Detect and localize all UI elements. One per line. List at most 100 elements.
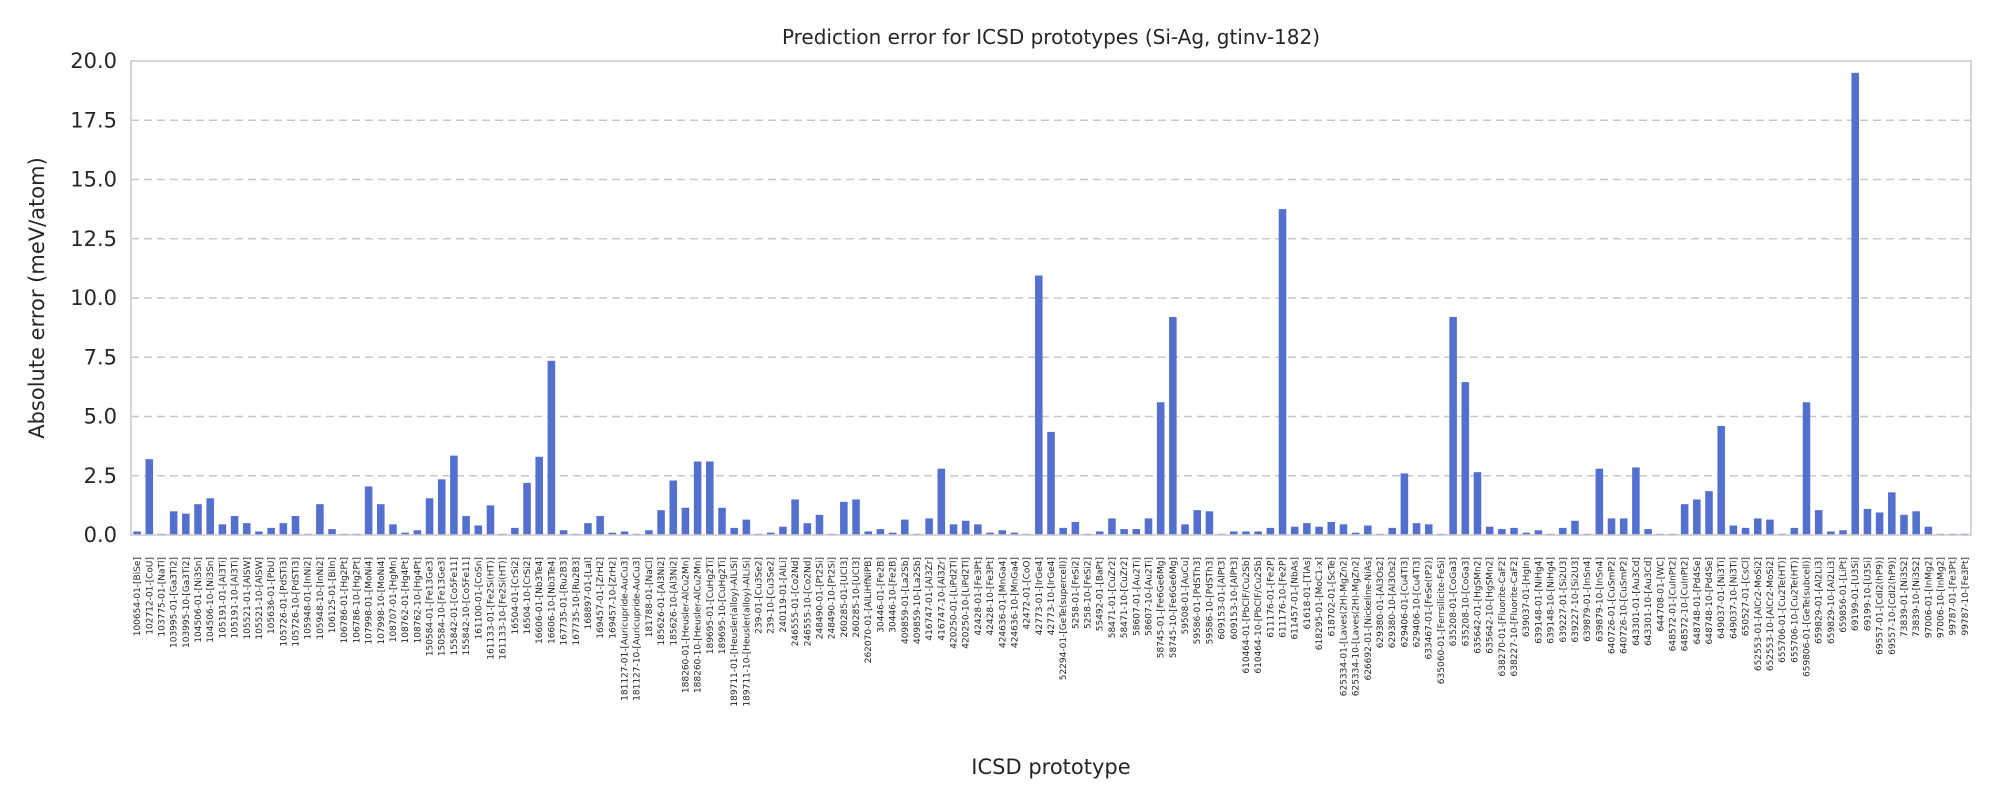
- x-tick-label: 161133-10-[Fe2Si(HT)]: [499, 557, 509, 660]
- bar: [986, 532, 994, 535]
- x-tick-label: 108707-01-[HgMn]: [389, 557, 399, 642]
- x-tick-label: 424636-01-[MnGa4]: [998, 557, 1008, 648]
- y-tick-label: 20.0: [70, 49, 117, 73]
- bar: [937, 468, 946, 535]
- x-tick-label: 635642-10-[HgSMn2]: [1486, 557, 1496, 654]
- x-tick-label: 639879-10-[InSn4]: [1595, 557, 1605, 642]
- x-tick-label: 650527-01-[CsCl]: [1742, 557, 1752, 636]
- y-axis-label: Absolute error (meV/atom): [25, 157, 49, 439]
- x-tick-label: 108762-10-[Hg4Pt]: [413, 557, 423, 644]
- y-ticks: 0.0 2.5 5.0 7.5 10.0 12.5 15.0 17.5 20.0: [70, 49, 117, 547]
- x-tick-label: 69199-10-[U3Si]: [1863, 557, 1873, 631]
- bar: [1010, 532, 1019, 535]
- x-tick-label: 106125-01-[BiIn]: [328, 557, 338, 633]
- bar: [1522, 532, 1531, 535]
- bar: [182, 513, 190, 535]
- bar: [803, 523, 812, 535]
- x-tick-label: 639037-01-[HgIn]: [1522, 557, 1532, 637]
- bar: [242, 523, 251, 535]
- x-tick-label: 659829-01-[Al2Li3]: [1815, 557, 1825, 644]
- x-tick-label: 167735-10-[Ru2B3]: [572, 557, 582, 646]
- bar: [1607, 518, 1616, 535]
- bar: [925, 518, 933, 535]
- bar: [1814, 510, 1823, 535]
- bar: [1132, 529, 1141, 535]
- x-tick-label: 169457-01-[ZrH2]: [596, 557, 606, 639]
- x-tick-label: 16606-01-[Nb3Te4]: [535, 557, 545, 644]
- bar: [511, 527, 519, 535]
- bar: [1071, 521, 1080, 535]
- bar: [1802, 402, 1811, 535]
- x-tick-label: 155842-10-[Co5Fe11]: [462, 557, 472, 656]
- x-tick-label: 248490-10-[Pt2Si]: [828, 557, 838, 639]
- x-tick-label: 106786-01-[Hg2Pt]: [340, 557, 350, 644]
- x-tick-label: 659856-01-[LiPt]: [1839, 557, 1849, 633]
- bar: [1327, 521, 1336, 535]
- x-tick-label: 635208-01-[CoGa3]: [1449, 557, 1459, 646]
- x-tick-label: 640726-01-[CuSmP2]: [1608, 557, 1618, 654]
- x-tick-label: 59586-10-[PdSTh3]: [1205, 557, 1215, 644]
- x-tick-label: 105726-10-[PdSTi3]: [292, 557, 302, 647]
- bar: [1059, 527, 1067, 535]
- bar: [718, 507, 726, 535]
- bar: [681, 507, 690, 535]
- bar: [1875, 512, 1884, 535]
- bar: [535, 456, 543, 535]
- bar: [1595, 468, 1604, 535]
- x-tick-label: 107998-01-[MoNi4]: [365, 557, 375, 645]
- x-tick-label: 105636-01-[PbU]: [267, 557, 277, 634]
- x-tick-label: 181788-01-[NaCl]: [645, 557, 655, 637]
- x-tick-label: 629406-10-[Cu4Ti3]: [1413, 557, 1423, 648]
- x-tick-label: 73839-10-[Ni3S2]: [1912, 557, 1922, 637]
- bar: [1278, 209, 1287, 535]
- bar: [961, 520, 970, 535]
- bar: [1753, 518, 1762, 535]
- x-tick-label: 150584-01-[Fe13Ge3]: [426, 557, 436, 656]
- bar: [779, 526, 787, 535]
- bar: [1315, 526, 1323, 535]
- bar: [1108, 518, 1116, 535]
- x-tick-label: 648572-01-[CuInPt2]: [1668, 557, 1678, 651]
- x-tick-label: 611176-10-[Fe2P]: [1279, 557, 1289, 638]
- x-tick-label: 52294-01-[GeTe(supercell)]: [1059, 557, 1069, 680]
- bar: [1205, 511, 1214, 535]
- bar: [1632, 467, 1640, 535]
- y-tick-label: 17.5: [70, 108, 117, 132]
- bar: [267, 527, 275, 535]
- x-tick-label: 644708-01-[WC]: [1656, 557, 1666, 632]
- bar: [791, 499, 799, 535]
- x-tick-label: 629380-10-[Al3Os2]: [1388, 557, 1398, 648]
- y-tick-label: 0.0: [84, 523, 117, 547]
- bar: [1888, 492, 1896, 535]
- x-tick-label: 185626-10-[Al3Ni2]: [669, 557, 679, 646]
- bar: [900, 519, 909, 535]
- bar: [1035, 275, 1043, 535]
- x-tick-label: 655706-01-[Cu2Te(HT)]: [1778, 557, 1788, 663]
- bar: [1388, 527, 1396, 535]
- x-tick-label: 635060-01-[Ferrsilicite-FeSi]: [1437, 557, 1447, 684]
- x-tick-label: 648748-10-[Pd4Se]: [1705, 557, 1715, 644]
- x-tick-label: 652553-01-[AlCr2-MoSi2]: [1754, 557, 1764, 671]
- x-axis-label: ICSD prototype: [971, 755, 1130, 779]
- chart-title: Prediction error for ICSD prototypes (Si…: [782, 25, 1320, 49]
- bar: [230, 516, 239, 535]
- bar: [474, 525, 483, 535]
- x-tick-label: 189695-10-[CuHg2Ti]: [718, 557, 728, 654]
- bar: [1473, 472, 1482, 535]
- bar: [450, 455, 458, 535]
- bar: [133, 531, 141, 535]
- x-tick-label: 652553-10-[AlCr2-MoSi2]: [1766, 557, 1776, 671]
- bar: [1254, 531, 1262, 535]
- x-tick-label: 42428-01-[Fe3Pt]: [974, 557, 984, 636]
- x-tick-label: 104506-10-[Ni3Sn]: [206, 557, 216, 643]
- x-tick-label: 239-10-[Cu3Se2]: [767, 557, 777, 634]
- x-tick-label: 105726-01-[PdSTi3]: [279, 557, 289, 647]
- bar: [1424, 524, 1433, 535]
- x-tick-label: 611176-01-[Fe2P]: [1266, 557, 1276, 638]
- bar: [1339, 524, 1348, 535]
- x-tick-label: 105948-10-[InNi2]: [316, 557, 326, 640]
- y-tick-label: 12.5: [70, 227, 117, 251]
- x-tick-label: 420250-01-[LiPd2Tl]: [950, 557, 960, 649]
- bar: [316, 504, 324, 535]
